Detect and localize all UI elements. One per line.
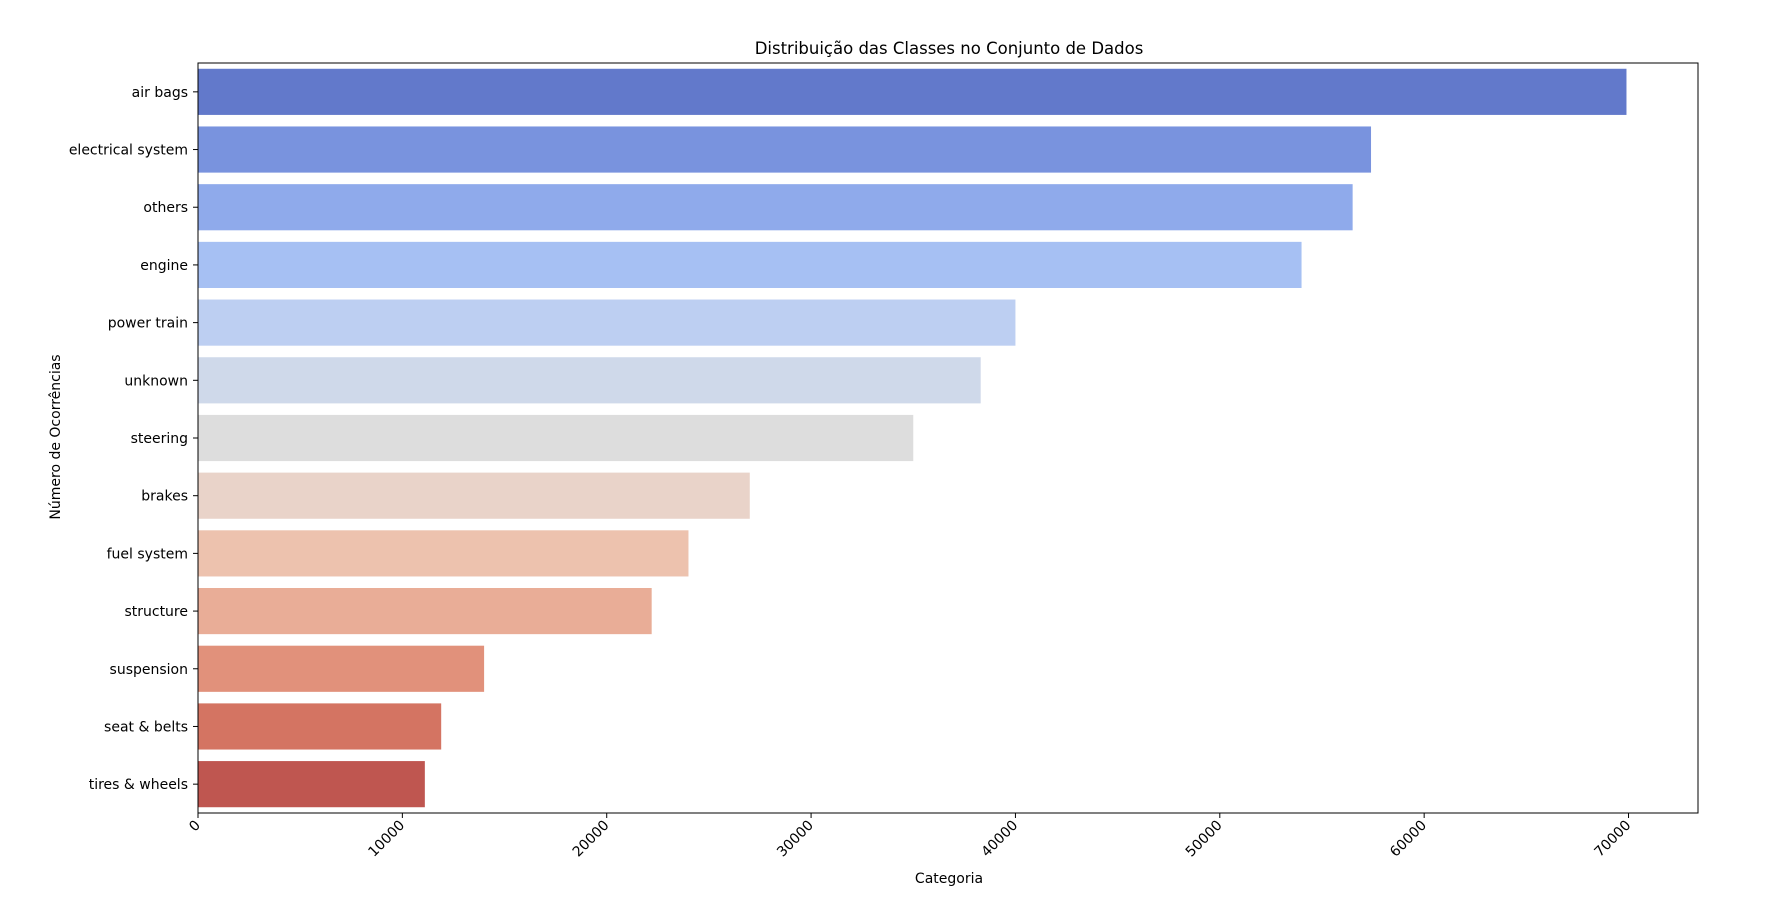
y-tick-label: electrical system <box>69 143 188 159</box>
y-tick-label: unknown <box>124 373 188 389</box>
y-tick-label: seat & belts <box>104 719 188 735</box>
bar <box>198 530 689 577</box>
bar <box>198 241 1302 288</box>
y-tick-label: steering <box>131 431 188 447</box>
y-tick-label: tires & wheels <box>89 777 188 793</box>
y-tick-label: power train <box>108 316 188 332</box>
bar <box>198 414 914 462</box>
bar <box>198 645 485 692</box>
bar <box>198 126 1372 173</box>
y-tick-label: fuel system <box>107 546 188 562</box>
y-tick-label: brakes <box>141 489 188 505</box>
y-tick-label: structure <box>124 604 188 620</box>
y-tick-label: others <box>143 200 188 216</box>
bar <box>198 703 442 750</box>
x-axis-label: Categoria <box>915 871 983 887</box>
y-axis-ticks: air bags electrical system others engine pow… <box>69 85 198 793</box>
y-axis-label: Número de Ocorrências <box>48 354 64 519</box>
y-tick-label: engine <box>140 258 188 274</box>
bar <box>198 68 1627 115</box>
y-tick-label: air bags <box>132 85 188 101</box>
bar <box>198 299 1016 346</box>
plot-area-frame <box>197 62 1699 814</box>
bar <box>198 588 652 635</box>
bar <box>198 761 425 808</box>
bar <box>198 357 981 404</box>
bars-group <box>198 68 1627 808</box>
chart-title: Distribuição das Classes no Conjunto de … <box>755 39 1144 58</box>
y-tick-label: suspension <box>110 662 188 678</box>
bar <box>198 472 750 519</box>
bar <box>198 184 1353 231</box>
